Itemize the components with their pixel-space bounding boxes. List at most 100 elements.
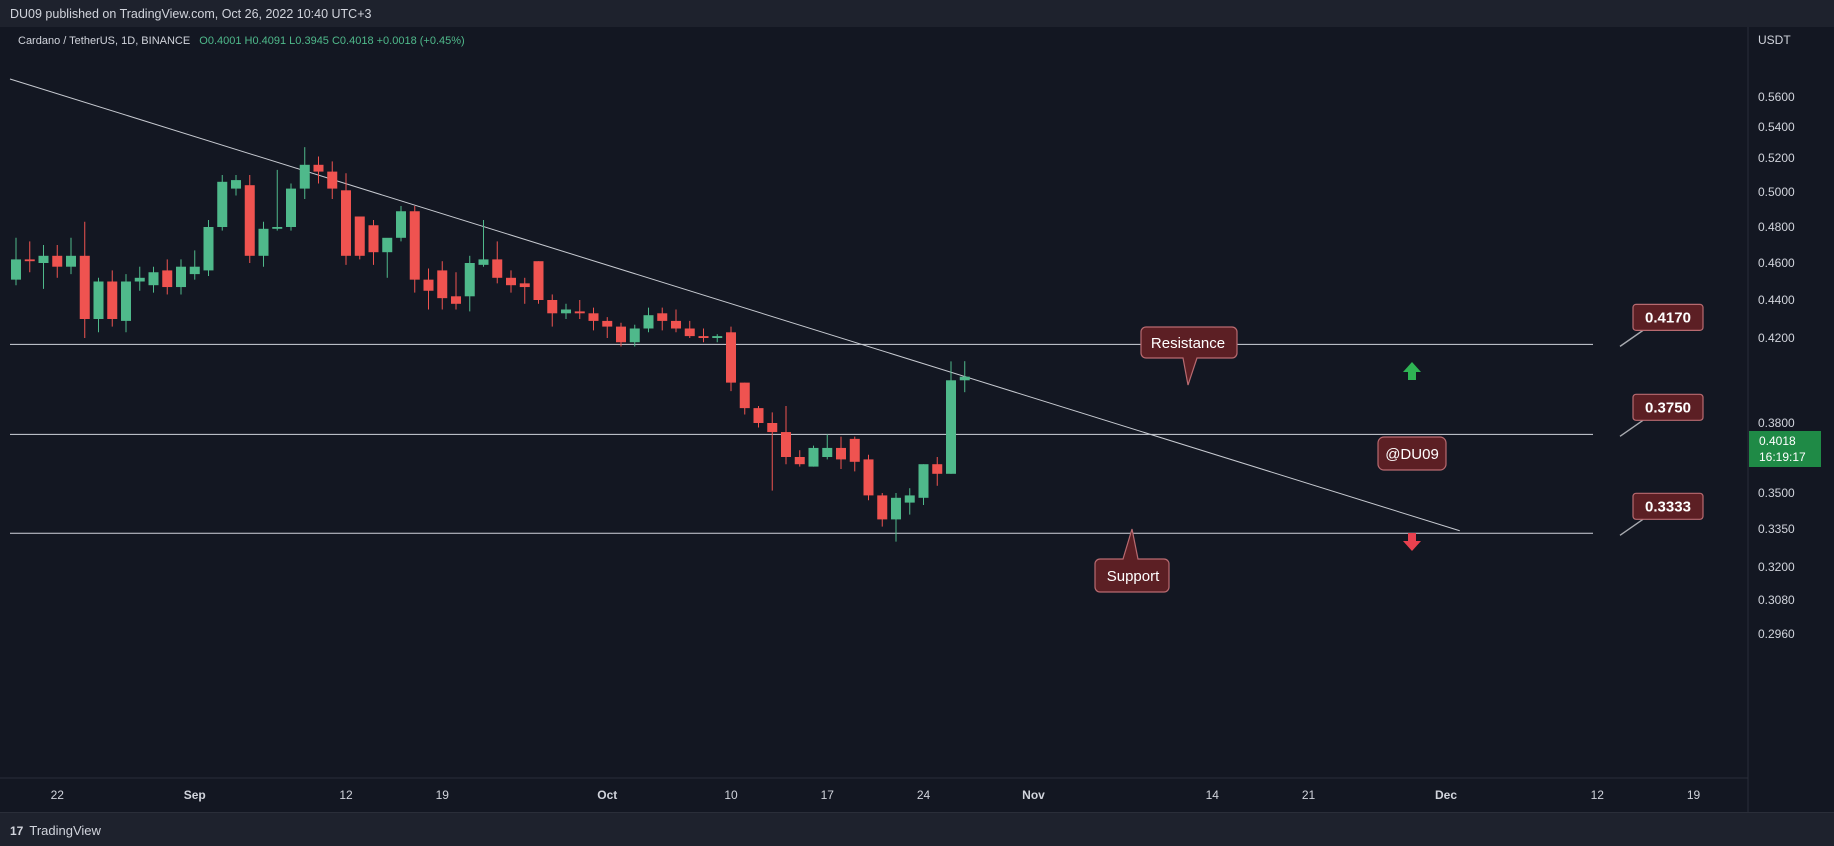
candle-body — [822, 447, 833, 457]
candle-55[interactable] — [767, 412, 778, 491]
candle-18[interactable] — [258, 221, 269, 267]
candle-body — [327, 171, 338, 189]
candle-42[interactable] — [588, 307, 599, 331]
candle-8[interactable] — [121, 274, 131, 333]
candle-28[interactable] — [396, 206, 406, 242]
candle-52[interactable] — [726, 326, 736, 392]
horizontal-levels — [10, 343, 1593, 534]
price-note-0[interactable]: 0.4170 — [1619, 303, 1704, 347]
candle-60[interactable] — [836, 436, 846, 469]
candle-9[interactable] — [134, 266, 145, 291]
candle-10[interactable] — [148, 266, 159, 293]
publish-info: DU09 published on TradingView.com, Oct 2… — [10, 7, 372, 21]
price-chart[interactable]: 0.5600 0.5400 0.5200 0.5000 0.4800 0.4600 0.44… — [0, 27, 1834, 812]
chart-area[interactable]: 0.5600 0.5400 0.5200 0.5000 0.4800 0.4600 0.44… — [0, 27, 1834, 812]
candle-36[interactable] — [506, 270, 516, 293]
candle-44[interactable] — [616, 322, 626, 347]
candle-23[interactable] — [327, 161, 338, 199]
candle-58[interactable] — [808, 445, 819, 467]
price-note-1[interactable]: 0.3750 — [1619, 393, 1704, 437]
price-tick: 0.4200 — [1758, 331, 1795, 345]
tradingview-logo[interactable]: 17 TradingView — [10, 823, 101, 838]
candle-41[interactable] — [574, 300, 585, 319]
candle-15[interactable] — [217, 175, 228, 231]
candle-40[interactable] — [561, 303, 571, 319]
time-tick: 10 — [724, 788, 738, 802]
candle-24[interactable] — [341, 173, 351, 265]
candle-62[interactable] — [863, 454, 874, 501]
candle-64[interactable] — [891, 493, 901, 542]
candle-21[interactable] — [299, 147, 310, 199]
candle-6[interactable] — [93, 277, 104, 333]
candle-body — [313, 164, 324, 172]
author-watermark: @DU09 — [1377, 436, 1447, 471]
candle-26[interactable] — [368, 220, 379, 265]
support-callout[interactable]: Support — [1094, 528, 1170, 593]
candle-12[interactable] — [176, 259, 186, 295]
candle-67[interactable] — [932, 457, 943, 486]
candle-61[interactable] — [849, 436, 860, 472]
candle-29[interactable] — [409, 206, 420, 293]
candle-25[interactable] — [354, 216, 365, 260]
candle-body — [66, 255, 76, 267]
candle-3[interactable] — [52, 245, 63, 278]
candle-11[interactable] — [162, 259, 173, 295]
candle-body — [781, 432, 791, 457]
candle-46[interactable] — [643, 307, 654, 333]
candle-53[interactable] — [739, 382, 750, 415]
candle-0[interactable] — [11, 237, 21, 286]
candle-14[interactable] — [203, 220, 214, 276]
candle-27[interactable] — [382, 237, 393, 278]
candle-16[interactable] — [231, 175, 241, 196]
candle-43[interactable] — [602, 317, 613, 338]
candle-69[interactable] — [959, 361, 970, 393]
candle-22[interactable] — [313, 156, 324, 184]
candle-66[interactable] — [918, 464, 929, 505]
candle-2[interactable] — [38, 245, 49, 289]
candle-17[interactable] — [244, 175, 255, 263]
candle-31[interactable] — [437, 261, 448, 310]
candle-34[interactable] — [478, 220, 489, 267]
candle-30[interactable] — [423, 268, 434, 310]
candle-37[interactable] — [519, 277, 530, 304]
candle-48[interactable] — [671, 309, 681, 333]
candle-39[interactable] — [547, 294, 558, 327]
price-tick: 0.4600 — [1758, 256, 1795, 270]
candle-50[interactable] — [698, 328, 709, 343]
candle-65[interactable] — [904, 488, 915, 515]
candle-32[interactable] — [451, 272, 461, 310]
time-tick: 21 — [1302, 788, 1316, 802]
candle-35[interactable] — [492, 241, 503, 284]
candle-68[interactable] — [946, 361, 956, 474]
candle-body — [423, 279, 434, 291]
price-note-2[interactable]: 0.3333 — [1619, 492, 1704, 536]
candle-38[interactable] — [533, 261, 544, 304]
candle-19[interactable] — [272, 169, 283, 231]
price-tick: 0.5200 — [1758, 151, 1795, 165]
candle-5[interactable] — [79, 221, 90, 338]
candle-57[interactable] — [794, 450, 805, 467]
candle-63[interactable] — [877, 493, 888, 527]
candle-59[interactable] — [822, 434, 833, 460]
candle-45[interactable] — [629, 324, 640, 347]
candle-13[interactable] — [189, 250, 200, 280]
candle-47[interactable] — [657, 307, 668, 331]
candle-33[interactable] — [464, 255, 475, 312]
candle-body — [231, 180, 241, 189]
candle-49[interactable] — [684, 320, 695, 338]
price-tick: 0.3350 — [1758, 522, 1795, 536]
candle-56[interactable] — [781, 406, 791, 465]
candle-51[interactable] — [712, 334, 723, 343]
candle-body — [107, 281, 118, 319]
candle-20[interactable] — [286, 183, 296, 231]
candle-7[interactable] — [107, 270, 118, 327]
price-tick: 0.3080 — [1758, 593, 1795, 607]
candle-1[interactable] — [24, 241, 35, 273]
candle-body — [148, 272, 159, 286]
resistance-callout[interactable]: Resistance — [1140, 326, 1238, 386]
candle-54[interactable] — [753, 406, 764, 428]
candle-body — [684, 328, 695, 337]
legend-symbol: Cardano / TetherUS, 1D, BINANCE — [18, 35, 190, 47]
price-note-pointer — [1619, 329, 1644, 347]
candle-4[interactable] — [66, 237, 76, 275]
